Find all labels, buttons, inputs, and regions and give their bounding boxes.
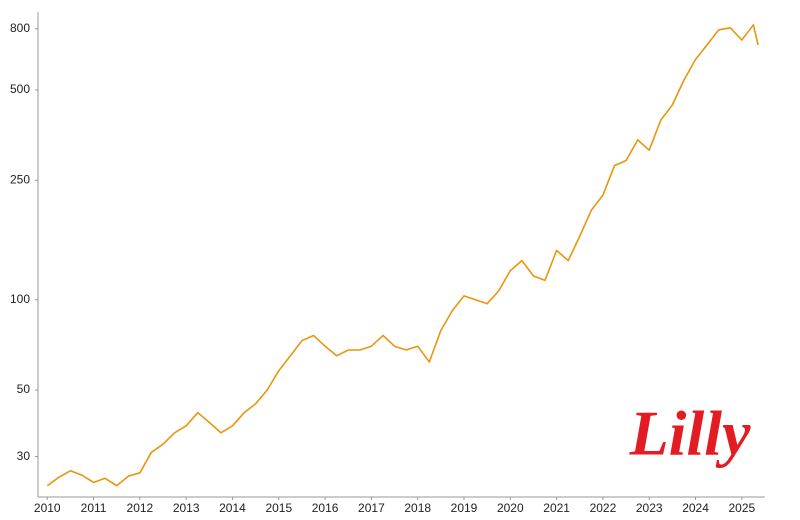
x-tick-label: 2015 — [265, 501, 292, 515]
x-tick-label: 2013 — [173, 501, 200, 515]
y-tick-label: 100 — [10, 292, 30, 306]
x-tick-label: 2021 — [543, 501, 570, 515]
logo: Lilly — [629, 398, 751, 469]
y-tick-label: 30 — [17, 449, 31, 463]
price-line — [46, 24, 759, 487]
x-tick-label: 2023 — [636, 501, 663, 515]
x-tick-label: 2017 — [358, 501, 385, 515]
x-tick-label: 2014 — [219, 501, 246, 515]
x-tick-label: 2010 — [34, 501, 61, 515]
x-tick-label: 2025 — [728, 501, 755, 515]
y-tick-label: 250 — [10, 173, 30, 187]
x-tick-label: 2016 — [312, 501, 339, 515]
x-tick-label: 2011 — [81, 501, 107, 515]
x-tick-label: 2022 — [590, 501, 617, 515]
y-tick-label: 50 — [17, 382, 31, 396]
y-tick-label: 800 — [10, 21, 30, 35]
x-tick-label: 2024 — [682, 501, 709, 515]
x-tick-label: 2018 — [404, 501, 431, 515]
x-tick-label: 2012 — [127, 501, 154, 515]
y-tick-label: 500 — [10, 82, 30, 96]
x-tick-label: 2020 — [497, 501, 524, 515]
x-tick-label: 2019 — [451, 501, 478, 515]
